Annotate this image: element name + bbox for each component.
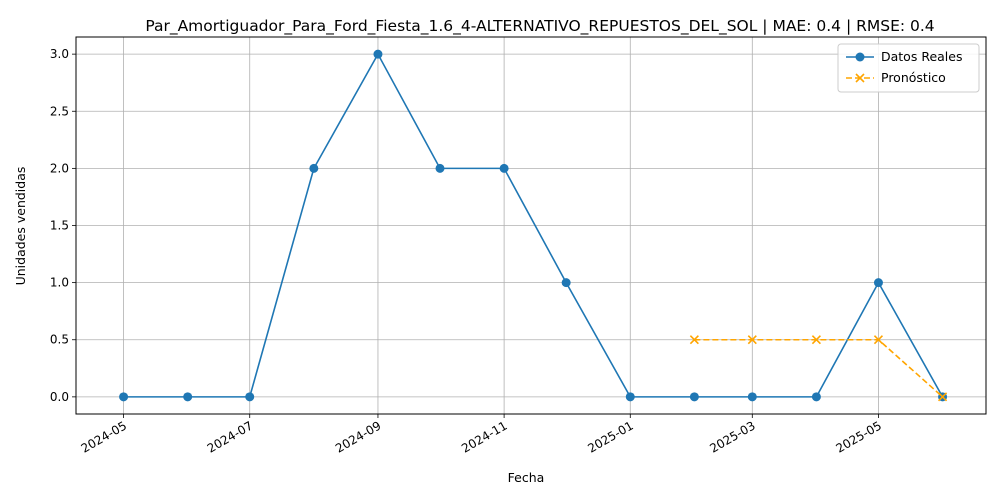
data-point xyxy=(561,278,571,288)
chart-title: Par_Amortiguador_Para_Ford_Fiesta_1.6_4-… xyxy=(145,17,934,36)
legend-marker xyxy=(855,73,865,83)
data-point xyxy=(373,49,383,59)
data-point xyxy=(689,392,699,402)
data-point xyxy=(811,335,821,345)
data-point xyxy=(938,392,948,402)
data-point xyxy=(811,392,821,402)
data-point xyxy=(119,392,129,402)
series-pronostico xyxy=(689,335,948,402)
data-point xyxy=(499,163,509,173)
legend-item: Datos Reales xyxy=(846,49,962,64)
data-point xyxy=(873,335,884,345)
y-tick-label: 2.0 xyxy=(50,161,69,175)
legend-item: Pronóstico xyxy=(846,70,946,85)
data-point xyxy=(435,163,445,173)
data-point xyxy=(747,392,757,402)
y-axis-label: Unidades vendidas xyxy=(13,167,28,286)
y-tick-label: 3.0 xyxy=(50,47,69,61)
y-tick-label: 0.0 xyxy=(50,390,69,404)
legend-label: Pronóstico xyxy=(881,70,946,85)
x-tick-label: 2025-05 xyxy=(834,418,884,455)
x-tick-label: 2024-07 xyxy=(205,418,255,455)
legend: Datos Reales Pronóstico xyxy=(837,43,980,93)
y-axis: 0.0 0.5 1.0 1.5 2.0 2.5 3.0 xyxy=(50,47,76,404)
x-tick-label: 2024-09 xyxy=(333,418,383,455)
data-point xyxy=(873,278,883,288)
x-axis: 2024-05 2024-07 2024-09 2024-11 2025-01 2025-… xyxy=(79,414,884,456)
series-line xyxy=(694,338,944,398)
x-tick-label: 2025-01 xyxy=(585,418,635,455)
data-point xyxy=(309,163,319,173)
data-point xyxy=(689,335,699,345)
x-axis-label: Fecha xyxy=(508,470,545,485)
x-tick-label: 2025-03 xyxy=(707,418,757,455)
x-tick-label: 2024-11 xyxy=(459,418,509,455)
series-layer xyxy=(119,49,948,402)
y-tick-label: 2.5 xyxy=(50,104,69,118)
data-point xyxy=(183,392,193,402)
data-point xyxy=(747,335,757,345)
series-line xyxy=(123,52,944,398)
y-tick-label: 1.5 xyxy=(50,219,69,233)
legend-label: Datos Reales xyxy=(881,49,962,64)
x-tick-label: 2024-05 xyxy=(79,418,129,455)
data-point xyxy=(625,392,635,402)
y-tick-label: 1.0 xyxy=(50,276,69,290)
y-tick-label: 0.5 xyxy=(50,333,69,347)
legend-box xyxy=(837,43,980,93)
grid xyxy=(76,37,986,414)
data-point xyxy=(245,392,255,402)
legend-marker xyxy=(855,52,865,62)
